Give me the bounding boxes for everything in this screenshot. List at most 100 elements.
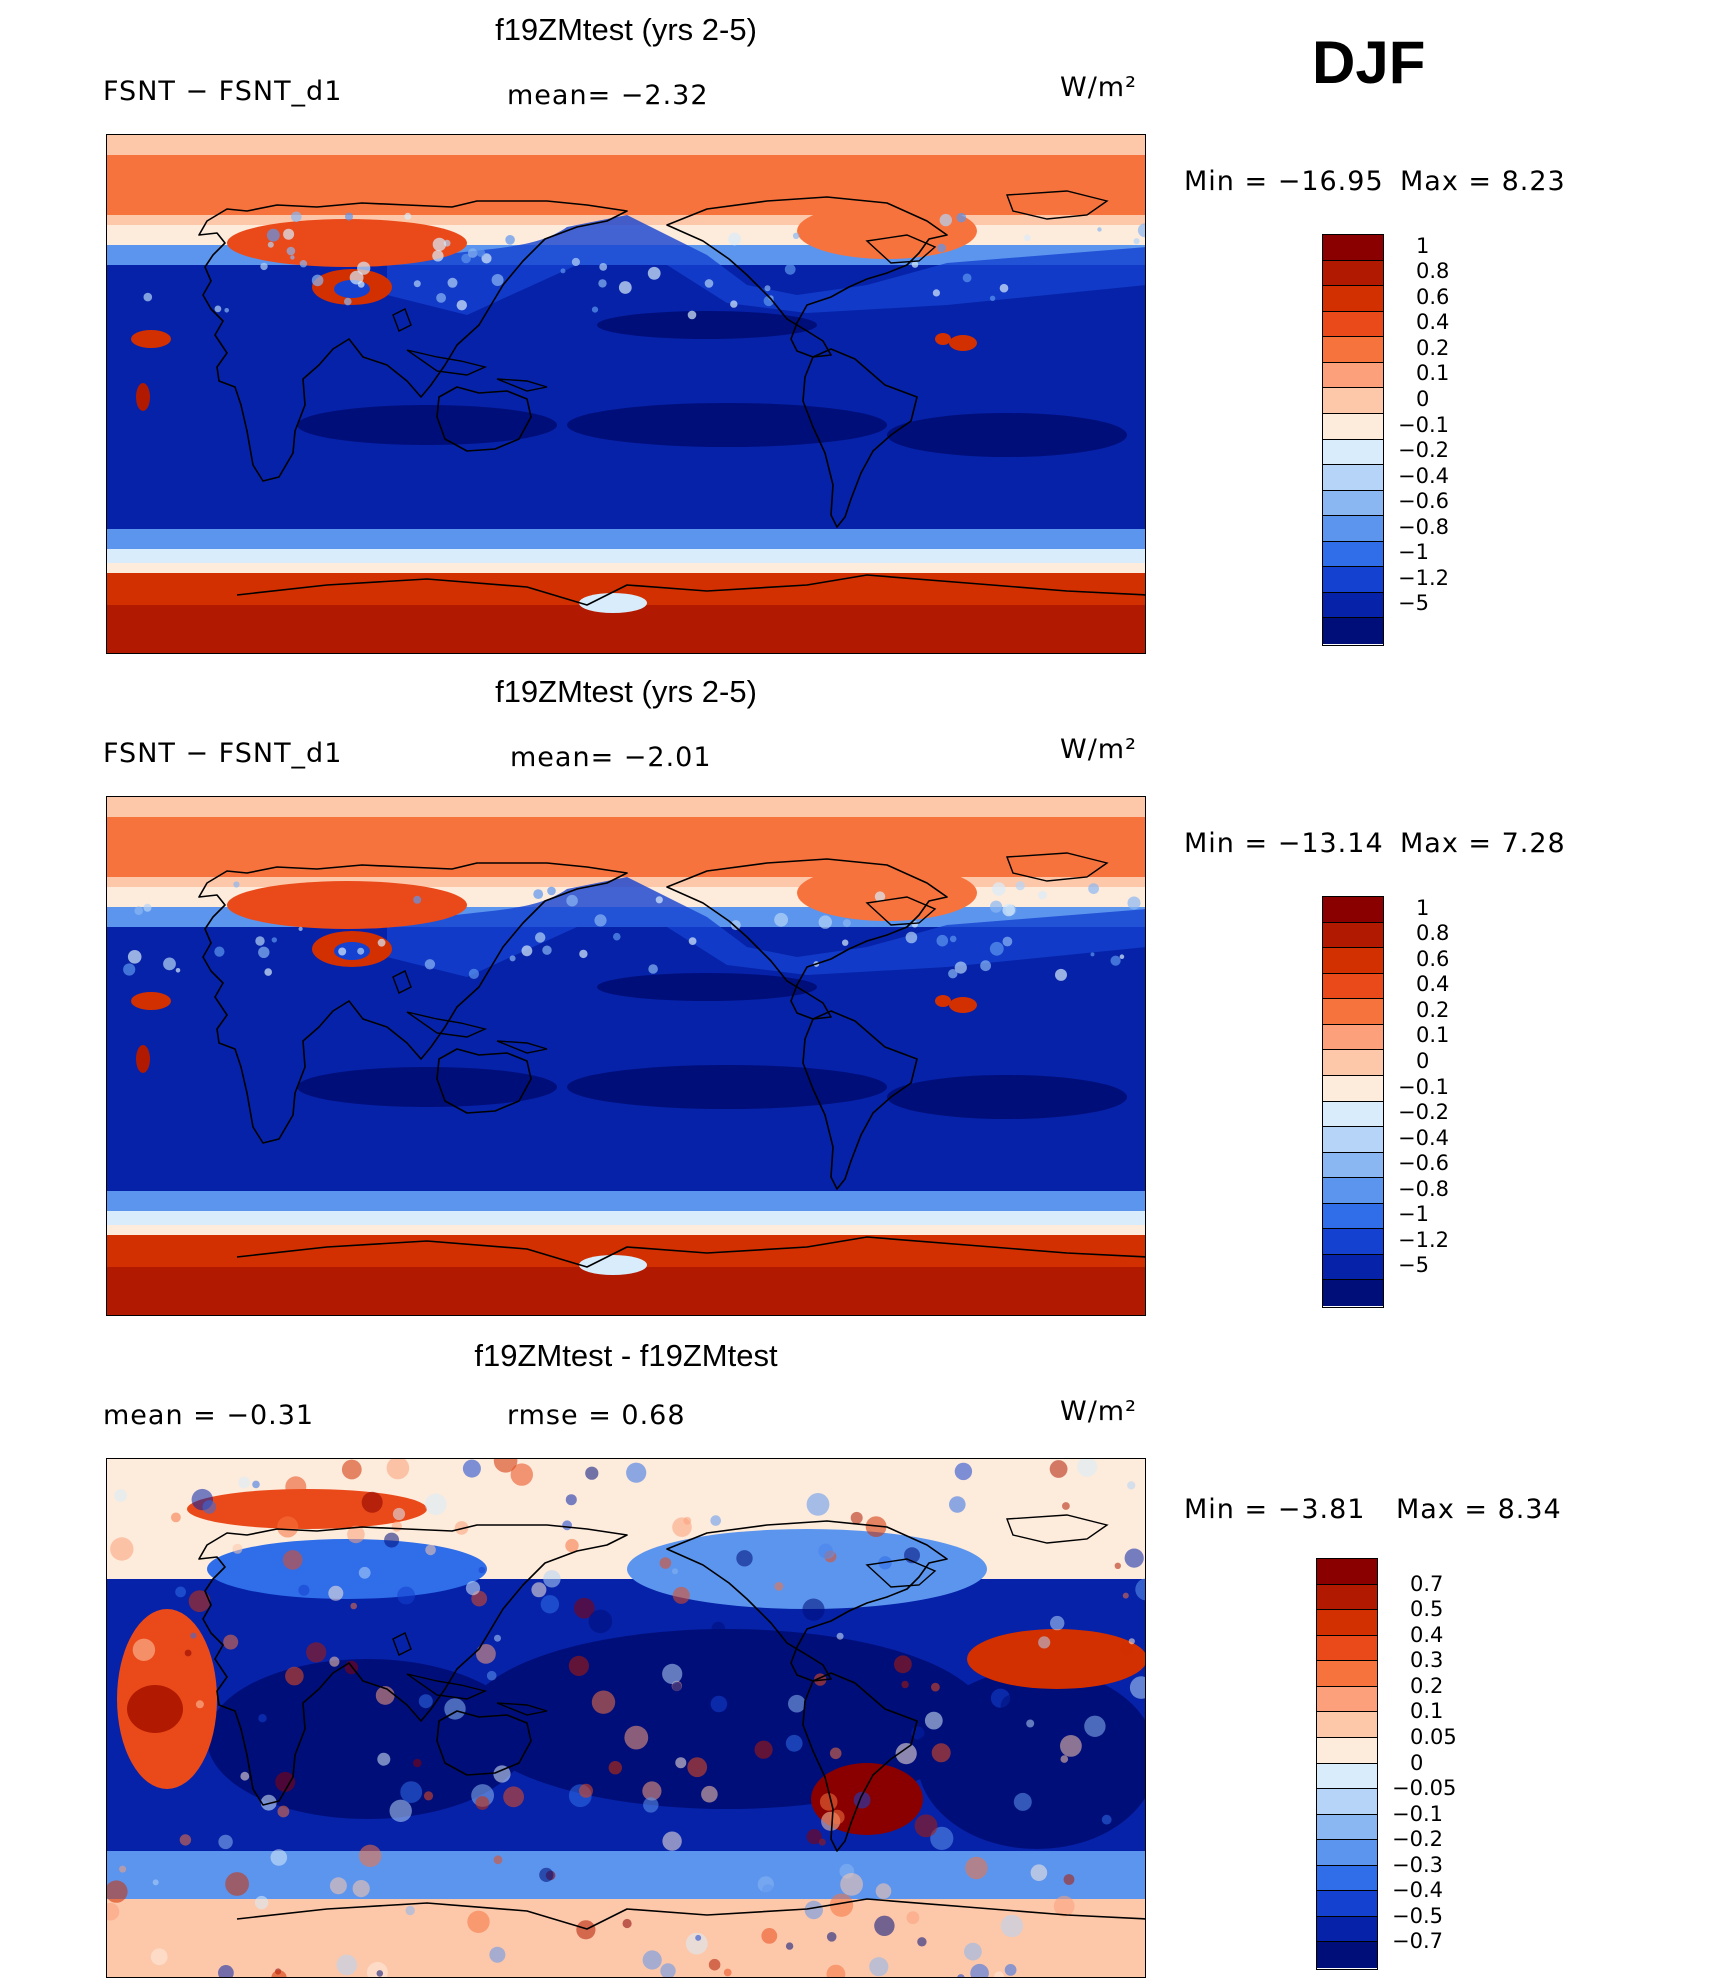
colorbar-tick-label: −1 <box>1398 1202 1429 1227</box>
colorbar-swatch <box>1317 1942 1377 1968</box>
field-map <box>107 797 1145 1315</box>
coastline <box>406 349 488 376</box>
colorbar-tick-label: 0.05 <box>1410 1724 1457 1749</box>
max-label: Max = 7.28 <box>1400 828 1566 859</box>
coastline <box>392 308 412 332</box>
mean-label: mean= −2.32 <box>507 80 709 111</box>
min-label: Min = −16.95 <box>1184 166 1384 197</box>
field-blob <box>227 881 467 929</box>
colorbar-tick-label: −0.4 <box>1398 1125 1449 1150</box>
colorbar-swatch <box>1323 922 1383 949</box>
field-map <box>107 135 1145 653</box>
field-blob <box>567 403 887 447</box>
colorbar-swatch <box>1323 897 1383 923</box>
colorbar-swatch <box>1323 999 1383 1025</box>
colorbar-tick-label: 1 <box>1416 233 1430 258</box>
colorbar-tick-label: 0.2 <box>1416 335 1450 360</box>
field-band <box>107 529 1145 549</box>
colorbar-tick-label: −0.8 <box>1398 514 1449 539</box>
mean-label: mean = −0.31 <box>103 1400 315 1431</box>
mean-label: mean= −2.01 <box>510 742 712 773</box>
colorbar-swatch <box>1323 1229 1383 1255</box>
colorbar-tick-label: −0.1 <box>1392 1801 1443 1826</box>
colorbar-swatch <box>1323 388 1383 414</box>
coastline <box>496 378 548 392</box>
field-blob <box>136 383 150 411</box>
colorbar-tick-label: 0.6 <box>1416 946 1450 971</box>
colorbar-swatch <box>1323 465 1383 491</box>
colorbar-tick-label: −0.5 <box>1392 1903 1443 1928</box>
colorbar-tick-label: 0.8 <box>1416 921 1450 946</box>
colorbar-swatch <box>1323 1024 1383 1051</box>
min-label: Min = −3.81 <box>1184 1494 1366 1525</box>
coastline <box>1006 1514 1109 1544</box>
coastline <box>666 1520 948 1682</box>
colorbar-tick-label: 0.1 <box>1416 1023 1450 1048</box>
colorbar-tick-label: −0.1 <box>1398 412 1449 437</box>
units-label: W/m² <box>1060 1396 1137 1427</box>
colorbar-swatch <box>1323 1203 1383 1230</box>
field-blob <box>567 1065 887 1109</box>
field-blob <box>334 942 370 960</box>
coastline <box>436 1710 532 1776</box>
colorbar-swatch <box>1323 567 1383 593</box>
field-blob <box>597 311 817 339</box>
field-blob <box>131 992 171 1010</box>
colorbar-tick-label: 0.2 <box>1416 997 1450 1022</box>
colorbar-swatch <box>1317 1737 1377 1764</box>
coastline <box>198 862 628 1144</box>
colorbar-swatch <box>1323 973 1383 1000</box>
colorbar-tick-label: −1.2 <box>1398 565 1449 590</box>
field-blob <box>187 1489 427 1529</box>
coastline <box>1006 852 1109 882</box>
field-band <box>107 155 1145 215</box>
variable-label: FSNT − FSNT_d1 <box>103 738 343 769</box>
min-label: Min = −13.14 <box>1184 828 1384 859</box>
coastline <box>802 348 918 528</box>
colorbar-tick-label: 0.7 <box>1410 1571 1444 1596</box>
colorbar-swatch <box>1317 1891 1377 1917</box>
coastline <box>236 1898 1145 1930</box>
field-blob <box>887 413 1127 457</box>
field-blob <box>917 1669 1145 1849</box>
coastline <box>865 896 937 926</box>
field-blob <box>127 1685 183 1733</box>
colorbar-tick-label: 0.4 <box>1416 972 1450 997</box>
colorbar-tick-label: −0.6 <box>1398 489 1449 514</box>
max-label: Max = 8.23 <box>1400 166 1566 197</box>
field-blob <box>887 1075 1127 1119</box>
colorbar-swatch <box>1317 1763 1377 1790</box>
coastline <box>1006 190 1109 220</box>
field-blob <box>949 997 977 1013</box>
coastline <box>198 1524 628 1806</box>
colorbar-swatch <box>1323 541 1383 568</box>
panel-title: f19ZMtest - f19ZMtest <box>474 1338 778 1373</box>
colorbar-tick-label: −5 <box>1398 591 1429 616</box>
field-blob <box>207 1539 487 1599</box>
colorbar-tick-label: −0.2 <box>1392 1827 1443 1852</box>
field-map <box>107 1459 1145 1977</box>
colorbar <box>1316 1558 1378 1970</box>
colorbar-swatch <box>1323 311 1383 338</box>
colorbar-swatch <box>1323 490 1383 517</box>
colorbar-tick-label: −0.6 <box>1398 1151 1449 1176</box>
field-blob <box>597 973 817 1001</box>
colorbar-swatch <box>1317 1865 1377 1892</box>
colorbar-swatch <box>1317 1916 1377 1943</box>
colorbar-tick-label: −0.3 <box>1392 1852 1443 1877</box>
colorbar-swatch <box>1323 439 1383 466</box>
colorbar-tick-label: −0.05 <box>1392 1776 1457 1801</box>
field-blob <box>136 1045 150 1073</box>
colorbar-swatch <box>1323 235 1383 261</box>
colorbar-tick-label: 0.6 <box>1416 284 1450 309</box>
map-panel-3 <box>106 1458 1146 1978</box>
field-band <box>107 1211 1145 1225</box>
coastline <box>865 1558 937 1588</box>
field-blob <box>131 330 171 348</box>
units-label: W/m² <box>1060 734 1137 765</box>
field-blob <box>935 995 951 1007</box>
field-band <box>107 1267 1145 1315</box>
coastline <box>666 196 948 358</box>
coastline <box>496 1040 548 1054</box>
colorbar <box>1322 234 1384 646</box>
